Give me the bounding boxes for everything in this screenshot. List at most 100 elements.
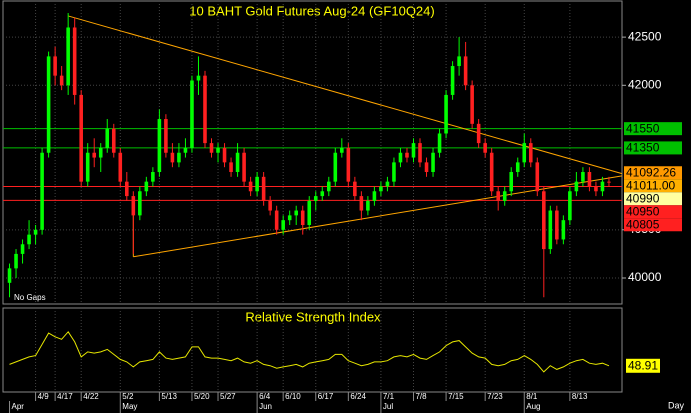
candle-body xyxy=(587,172,592,187)
candle-body xyxy=(59,75,64,86)
rsi-panel xyxy=(2,307,623,393)
candle-body xyxy=(53,56,57,76)
price-label: 41092.26 xyxy=(626,165,676,179)
candle-body xyxy=(392,162,396,182)
x-tick-label: 6/4 xyxy=(259,392,271,401)
candle-body xyxy=(444,94,448,134)
candle-body xyxy=(20,244,25,254)
candle-body xyxy=(242,152,246,182)
x-tick-label: 8/1 xyxy=(526,392,538,401)
candle-body xyxy=(300,210,305,225)
y-tick-label: 42500 xyxy=(628,29,662,43)
candle-body xyxy=(437,133,442,153)
candle-body xyxy=(261,176,266,201)
x-tick-label: 8/13 xyxy=(572,392,588,401)
candle-body xyxy=(196,75,201,81)
candle-body xyxy=(144,181,149,192)
x-tick-label: 4/22 xyxy=(83,392,99,401)
candle-body xyxy=(170,152,175,163)
candle-body xyxy=(183,147,188,153)
price-label: 41550 xyxy=(626,121,660,135)
candle-body xyxy=(542,191,546,250)
candle-body xyxy=(98,147,103,158)
candle-body xyxy=(366,200,370,211)
candle-body xyxy=(379,186,383,192)
x-tick-label: 7/15 xyxy=(448,392,464,401)
candle-body xyxy=(222,147,227,163)
candle-body xyxy=(457,56,461,67)
candle-body xyxy=(313,196,318,201)
price-label-box xyxy=(624,218,682,232)
candle-body xyxy=(307,200,312,225)
candle-body xyxy=(405,152,409,158)
candle-body xyxy=(411,143,416,158)
candle-body xyxy=(164,119,168,153)
x-tick-label: 6/10 xyxy=(285,392,301,401)
rsi-label: 48.91 xyxy=(628,358,658,372)
candle-body xyxy=(483,143,487,153)
candle-body xyxy=(14,253,18,269)
candle-body xyxy=(561,220,566,240)
price-label-box xyxy=(624,141,682,155)
candle-body xyxy=(281,220,285,230)
x-tick-label: 7/8 xyxy=(415,392,427,401)
month-label: Aug xyxy=(526,402,540,411)
price-label-box xyxy=(624,192,682,206)
month-label: Apr xyxy=(12,402,25,411)
candle-body xyxy=(463,56,468,86)
x-tick-label: 4/9 xyxy=(38,392,50,401)
candle-body xyxy=(33,229,38,235)
rsi-line xyxy=(9,330,610,373)
candle-body xyxy=(594,186,598,192)
x-tick-label: 6/17 xyxy=(318,392,334,401)
candle-body xyxy=(85,152,90,182)
candle-body xyxy=(229,162,233,173)
price-label-box xyxy=(624,205,682,219)
candle-body xyxy=(340,147,344,153)
trendline xyxy=(133,175,623,258)
price-label: 41011.00 xyxy=(626,178,675,192)
candle-body xyxy=(496,191,500,201)
price-label: 40950 xyxy=(626,204,660,218)
candle-body xyxy=(209,143,214,153)
candle-body xyxy=(274,210,279,230)
candle-body xyxy=(157,119,162,173)
price-label-box xyxy=(624,179,682,193)
x-tick-label: 6/24 xyxy=(350,392,366,401)
candle-body xyxy=(372,191,377,201)
candle-body xyxy=(353,181,357,197)
month-label: Jul xyxy=(383,402,393,411)
candle-body xyxy=(190,80,194,148)
candle-body xyxy=(326,181,331,192)
price-label: 40990 xyxy=(626,191,660,205)
x-tick-label: 5/27 xyxy=(220,392,236,401)
candle-body xyxy=(131,196,136,216)
candle-body xyxy=(40,152,44,230)
candle-body xyxy=(203,75,207,144)
candle-body xyxy=(287,215,292,221)
price-label-box xyxy=(624,166,682,180)
candle-body xyxy=(177,152,181,163)
candle-body xyxy=(418,143,422,163)
price-label-box xyxy=(624,122,682,136)
candle-body xyxy=(105,128,110,148)
candle-body xyxy=(431,152,435,173)
x-tick-label: 7/1 xyxy=(383,392,395,401)
price-label: 40805 xyxy=(626,217,660,231)
candle-body xyxy=(555,210,559,240)
candle-body xyxy=(528,143,533,163)
candle-body xyxy=(151,172,155,182)
candle-body xyxy=(502,191,507,201)
candle-body xyxy=(359,196,364,211)
candle-body xyxy=(385,181,390,187)
candle-body xyxy=(515,162,520,173)
candle-body xyxy=(333,152,338,182)
candle-body xyxy=(346,147,351,182)
candle-body xyxy=(72,27,77,95)
candle-body xyxy=(66,27,70,86)
candle-body xyxy=(125,181,129,197)
candle-body xyxy=(398,152,403,163)
candle-body xyxy=(118,152,123,182)
